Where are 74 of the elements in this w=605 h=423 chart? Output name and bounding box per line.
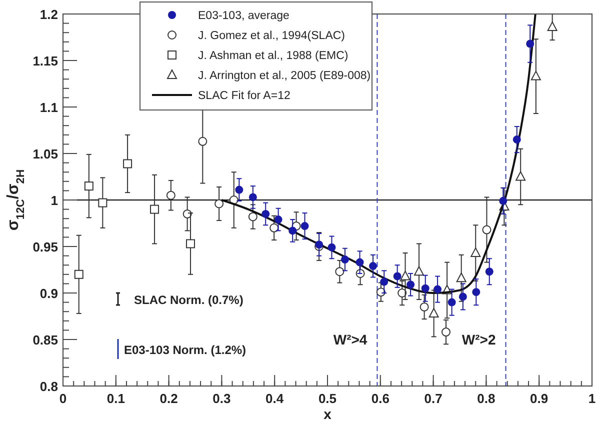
- point: [414, 266, 424, 276]
- y-tick-label: 0.85: [32, 332, 58, 348]
- y-tick-label: 1: [50, 193, 58, 208]
- point: [214, 199, 224, 208]
- point: [485, 268, 494, 276]
- x-tick-label: 0.4: [266, 391, 284, 406]
- y-tick-label: 0.9: [40, 286, 58, 301]
- y-tick-label: 1.15: [32, 54, 58, 68]
- point: [274, 216, 282, 224]
- y-tick-label: 0.95: [32, 240, 58, 254]
- y-tick-label: 1.05: [32, 146, 58, 162]
- point: [335, 267, 344, 276]
- point: [288, 226, 297, 235]
- x-tick-label: 0.3: [212, 391, 231, 406]
- ref-line-label: W²>2: [462, 332, 496, 348]
- point: [262, 210, 270, 218]
- annotation: E03-103 Norm. (1.2%): [124, 343, 246, 357]
- point: [150, 204, 160, 214]
- legend-label: J. Gomez et al., 1994(SLAC): [198, 30, 346, 42]
- point: [428, 308, 439, 318]
- point: [448, 298, 456, 306]
- y-tick-label: 0.8: [40, 379, 58, 394]
- x-axis-title: x: [324, 406, 332, 422]
- legend-label: J. Ashman et al., 1988 (EMC): [198, 50, 348, 62]
- point: [270, 223, 279, 232]
- point: [393, 272, 402, 280]
- point: [470, 248, 481, 258]
- point: [166, 190, 176, 200]
- point: [456, 272, 466, 282]
- point: [74, 270, 84, 279]
- legend-label: E03-103, average: [198, 10, 290, 22]
- point: [98, 198, 108, 208]
- point: [472, 288, 480, 296]
- point: [248, 212, 258, 222]
- point: [512, 136, 521, 144]
- point: [340, 256, 349, 264]
- point: [516, 171, 526, 181]
- point: [499, 196, 508, 205]
- annotation: SLAC Norm. (0.7%): [134, 293, 244, 307]
- point: [526, 40, 534, 48]
- y-tick-label: 1.2: [40, 7, 58, 22]
- point: [441, 328, 450, 337]
- x-tick-label: 1: [588, 391, 596, 406]
- point: [400, 270, 410, 280]
- point: [434, 285, 442, 294]
- point: [368, 262, 377, 270]
- x-tick-label: 0.5: [318, 391, 337, 406]
- point: [380, 278, 388, 286]
- point: [123, 159, 132, 168]
- ref-line-label: W²>4: [333, 332, 368, 348]
- x-tick-label: 0.7: [424, 391, 442, 406]
- x-tick-label: 0.6: [371, 391, 390, 406]
- point: [248, 193, 257, 202]
- x-tick-label: 0.2: [160, 391, 178, 406]
- point: [547, 22, 558, 32]
- point: [406, 280, 415, 289]
- point: [482, 225, 492, 234]
- point: [421, 284, 430, 292]
- y-tick-label: 1.1: [40, 100, 58, 115]
- legend-label: SLAC Fit for A=12: [198, 90, 290, 102]
- point: [300, 222, 309, 230]
- x-tick-label: 0: [59, 391, 67, 406]
- point: [186, 239, 195, 248]
- point: [356, 258, 364, 266]
- point: [235, 186, 244, 194]
- legend-label: J. Arrington et al., 2005 (E89-008): [198, 70, 371, 82]
- x-tick-label: 0.9: [530, 391, 548, 406]
- x-tick-label: 0.8: [477, 391, 496, 406]
- point: [84, 182, 94, 191]
- point: [198, 136, 208, 146]
- point: [398, 288, 407, 298]
- x-tick-label: 0.1: [106, 391, 125, 406]
- point: [328, 243, 336, 252]
- point: [530, 70, 541, 80]
